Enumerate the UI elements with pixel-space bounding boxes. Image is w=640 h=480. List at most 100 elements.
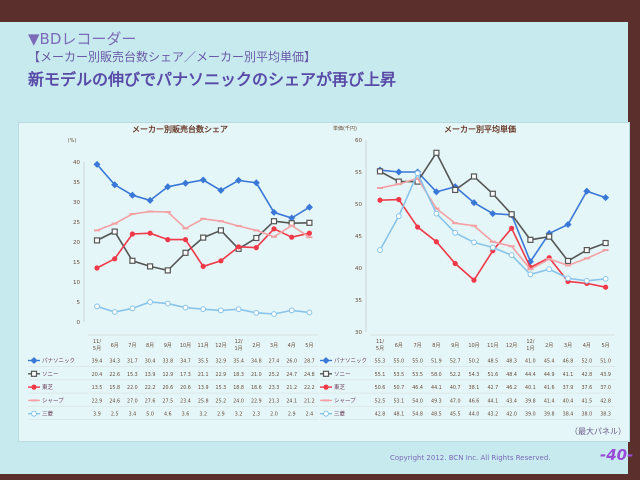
chart-1-data-label: 38.1 [469, 385, 480, 391]
chart-0-data-label: 22.9 [216, 372, 227, 378]
chart-0-legend-label-1: ソニー [42, 371, 59, 378]
chart-1-data-label: 37.6 [581, 385, 592, 391]
chart-0-data-label: 25.8 [198, 398, 209, 404]
chart-1-data-label: 41.4 [544, 398, 555, 404]
chart-0-data-label: 24.1 [286, 398, 297, 404]
chart-0-data-label: 2.5 [111, 412, 119, 418]
chart-1-data-label: 43.9 [600, 372, 611, 378]
chart-0-data-label: 18.6 [251, 385, 262, 391]
chart-0-series-1-point [306, 219, 313, 226]
chart-0-series-1-point [129, 257, 136, 264]
chart-1-series-4-point [471, 239, 477, 246]
chart-1-data-label: 38.3 [600, 412, 611, 418]
page-number: -40- [600, 446, 634, 464]
chart-0-data-label: 21.2 [304, 398, 315, 404]
chart-1-data-label: 50.6 [375, 385, 386, 391]
chart-1-data-label: 51.0 [600, 359, 611, 365]
chart-1-data-label: 40.4 [563, 398, 574, 404]
chart-0-series-4-point [218, 307, 224, 314]
chart-1-data-label: 49.3 [431, 398, 442, 404]
chart-0-x-tick: 1月 [235, 346, 243, 352]
chart-1-series-2-point [509, 225, 515, 231]
chart-1-data-label: 52.7 [450, 359, 461, 365]
chart-1-data-label: 48.3 [506, 359, 517, 365]
chart-0-data-label: 3.9 [93, 412, 101, 418]
chart-1-data-label: 50.2 [469, 359, 480, 365]
chart-0-series-0-point [164, 183, 172, 191]
chart-0-data-label: 35.5 [198, 359, 209, 365]
chart-1-data-label: 42.8 [581, 372, 592, 378]
chart-0-legend-marker-0 [30, 356, 38, 365]
chart-1-data-label: 42.0 [506, 412, 517, 418]
chart-0-data-label: 18.8 [233, 385, 244, 391]
chart-0-series-0-point [199, 176, 207, 184]
chart-1-data-label: 48.5 [431, 412, 442, 418]
chart-0-data-label: 15.3 [127, 372, 138, 378]
chart-0-series-0-point [252, 179, 260, 187]
chart-1-series-4-point [452, 229, 459, 236]
chart-0-series-2-point [306, 230, 312, 236]
chart-1-data-label: 55.1 [375, 372, 386, 378]
copyright: Copyright 2012. BCN Inc. All Rights Rese… [390, 454, 551, 462]
chart-0-x-tick: 11/ [93, 339, 101, 345]
chart-0-series-0-point [288, 214, 296, 222]
chart-0-data-label: 35.4 [233, 359, 244, 365]
chart-0-x-tick: 5月 [93, 346, 101, 352]
chart-0-series-2-point [289, 234, 295, 240]
chart-0-data-label: 25.2 [216, 398, 227, 404]
chart-1-data-label: 42.7 [487, 385, 498, 391]
chart-1-data-label: 44.0 [469, 412, 480, 418]
chart-0-series-line-0 [96, 163, 310, 219]
chart-0-data-label: 34.7 [180, 359, 191, 365]
chart-0-x-tick: 11月 [198, 343, 209, 349]
chart-0-series-0-point [128, 191, 136, 199]
chart-0-series-4-point [111, 309, 118, 315]
chart-0-data-label: 17.3 [180, 372, 191, 378]
chart-0-series-1-point [147, 263, 154, 270]
chart-1-series-2-point [433, 239, 439, 245]
chart-0-y-tick: 25 [73, 220, 80, 226]
chart-0-data-label: 15.3 [216, 385, 227, 391]
slide-headline: 新モデルの伸びでパナソニックのシェアが再び上昇 [28, 70, 397, 89]
chart-0-series-2-point [112, 256, 118, 262]
chart-1-data-label: 58.0 [431, 372, 442, 378]
chart-0-x-tick: 12/ [235, 339, 243, 345]
chart-1-data-label: 51.6 [487, 372, 498, 378]
chart-0-series-0-point [181, 179, 190, 187]
chart-0-series-4-point [164, 300, 171, 307]
chart-1-series-1-point [583, 246, 590, 254]
chart-0-series-4-point [306, 309, 313, 316]
chart-1-series-1-point [376, 168, 384, 175]
chart-1-x-tick: 12/ [526, 339, 534, 345]
chart-1-data-label: 42.8 [600, 398, 611, 404]
chart-0-x-tick: 3月 [270, 343, 278, 349]
chart-1-series-4-point [527, 271, 534, 278]
chart-1-data-label: 54.0 [412, 398, 423, 404]
chart-0-y-tick: 0 [77, 320, 81, 326]
chart-1-data-label: 40.7 [450, 385, 461, 391]
chart-1-y-tick: 50 [355, 202, 362, 208]
chart-0-x-tick: 7月 [128, 343, 136, 349]
chart-1-data-label: 43.2 [487, 412, 498, 418]
chart-0-data-label: 24.0 [233, 398, 244, 404]
chart-0-y-tick: 15 [73, 260, 80, 266]
chart-0-series-2-point [94, 265, 100, 271]
chart-1-series-0-point [432, 188, 440, 196]
chart-1-data-label: 54.8 [412, 412, 423, 418]
chart-0-legend-label-0: パナソニック [42, 358, 75, 365]
chart-1-data-label: 48.1 [393, 412, 404, 418]
chart-1-series-1-point [452, 186, 459, 194]
chart-1-legend-marker-1 [322, 370, 330, 377]
chart-1-data-label: 52.0 [581, 359, 592, 365]
chart-0-data-label: 31.7 [127, 359, 138, 365]
chart-0-data-label: 27.6 [145, 398, 156, 404]
chart-0-legend-label-3: シャープ [42, 397, 64, 404]
chart-0-data-label: 27.4 [269, 359, 280, 365]
chart-1-data-label: 53.1 [393, 398, 404, 404]
chart-0-series-0-point [146, 196, 154, 204]
chart-0-series-2-point [129, 231, 135, 237]
chart-1-data-label: 46.4 [412, 385, 423, 391]
chart-0-y-tick: 40 [73, 160, 80, 166]
chart-1-title: メーカー別平均単価 [444, 124, 516, 134]
